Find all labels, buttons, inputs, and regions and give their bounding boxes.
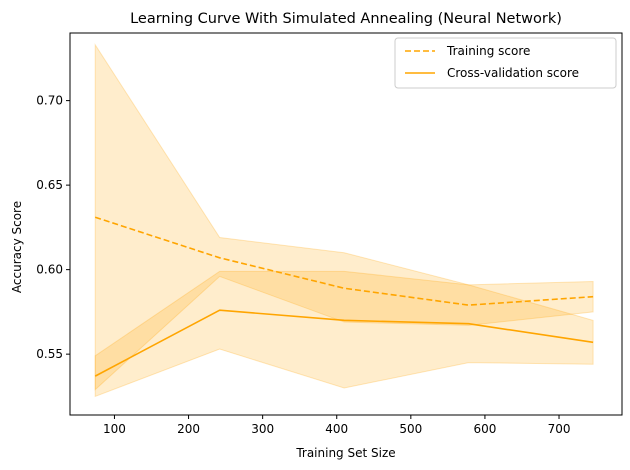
x-tick-label: 600 — [473, 422, 496, 436]
plot-frame — [69, 32, 623, 416]
y-tick-label: 0.60 — [36, 263, 63, 277]
x-tick-label: 400 — [325, 422, 348, 436]
x-axis: 100 200 300 400 500 600 700 — [103, 415, 570, 436]
confidence-band — [94, 270, 594, 398]
series-line — [94, 216, 594, 306]
y-tick-label: 0.65 — [36, 178, 63, 192]
x-tick-label: 700 — [548, 422, 571, 436]
y-axis-label: Accuracy Score — [10, 201, 24, 293]
x-tick-label: 300 — [251, 422, 274, 436]
series-line — [94, 309, 594, 377]
y-tick-label: 0.70 — [36, 94, 63, 108]
legend-box — [394, 37, 617, 89]
legend-label: Training score — [446, 44, 530, 58]
x-tick-label: 100 — [103, 422, 126, 436]
confidence-bands — [94, 43, 594, 398]
y-tick-label: 0.55 — [36, 347, 63, 361]
legend-label: Cross-validation score — [447, 66, 579, 80]
legend: Training score Cross-validation score — [394, 37, 617, 89]
x-tick-label: 500 — [399, 422, 422, 436]
x-tick-label: 200 — [177, 422, 200, 436]
chart-title: Learning Curve With Simulated Annealing … — [130, 11, 562, 27]
x-axis-label: Training Set Size — [295, 446, 395, 460]
confidence-band — [94, 43, 594, 391]
series-lines — [94, 216, 594, 377]
y-axis: 0.55 0.60 0.65 0.70 — [36, 94, 70, 361]
